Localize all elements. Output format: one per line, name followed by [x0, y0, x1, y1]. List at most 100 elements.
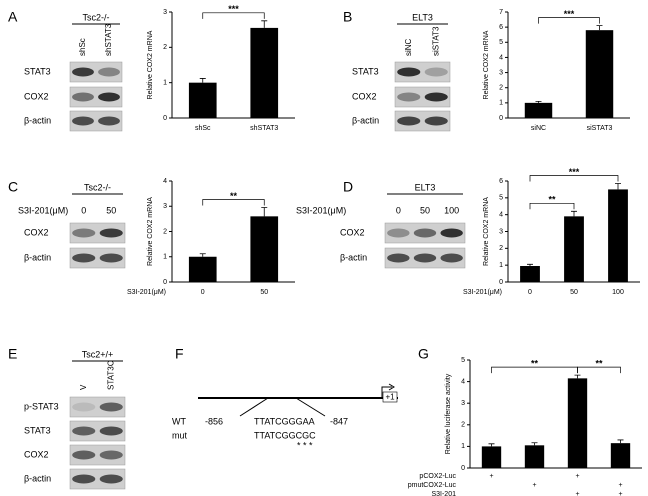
- y-tick-label: 3: [499, 69, 503, 76]
- x-axis-label: S3I-201(μM): [463, 289, 502, 296]
- y-axis-label: Relative luciferase activity: [445, 373, 452, 454]
- y-tick-label: 2: [499, 85, 503, 92]
- x-tick-label: shSTAT3: [250, 125, 278, 132]
- error-bar: [615, 183, 621, 190]
- panel-label: A: [8, 9, 18, 25]
- significance-bracket: [202, 12, 265, 19]
- blot-band: [72, 116, 94, 126]
- blot-band: [99, 426, 123, 436]
- y-tick-label: 6: [499, 24, 503, 31]
- treatment-label: S3I-201(μM): [296, 205, 346, 215]
- blot-band: [72, 426, 96, 436]
- blot-band: [397, 116, 421, 126]
- y-tick-label: 3: [163, 203, 167, 210]
- blot-row-label: STAT3: [24, 425, 51, 435]
- tss-box: [382, 391, 398, 403]
- condition-mark: +: [489, 473, 493, 480]
- bar: [481, 446, 502, 468]
- y-tick-label: 1: [163, 80, 167, 87]
- treatment-label: S3I-201(μM): [18, 205, 68, 215]
- blot-band: [72, 474, 96, 484]
- error-bar: [527, 263, 533, 267]
- blot-row-label: p-STAT3: [24, 401, 59, 411]
- x-tick-label: 50: [570, 289, 578, 296]
- blot-row-label: STAT3: [24, 66, 51, 76]
- x-axis-label: S3I-201(μM): [127, 289, 166, 296]
- tss-arrow: [381, 386, 392, 398]
- condition-label: pmutCOX2-Luc: [408, 482, 457, 489]
- y-tick-label: 5: [461, 357, 465, 364]
- lane-label: STAT3C: [106, 360, 115, 390]
- x-tick-label: siNC: [531, 125, 546, 132]
- y-tick-label: 2: [499, 245, 503, 252]
- blot-band: [72, 67, 94, 77]
- blot-strip: [69, 444, 126, 466]
- mut-sequence: TTATCGGCGC: [254, 430, 316, 440]
- bar: [585, 30, 614, 118]
- significance-bracket: [202, 199, 265, 206]
- y-tick-label: 1: [499, 100, 503, 107]
- y-tick-label: 2: [461, 422, 465, 429]
- y-tick-label: 2: [163, 44, 167, 51]
- y-tick-label: 4: [163, 178, 167, 185]
- blot-band: [99, 474, 123, 484]
- bar: [520, 266, 540, 282]
- panel-label: C: [8, 179, 18, 195]
- significance-label: ***: [564, 9, 575, 19]
- lane-label: 0: [396, 205, 401, 215]
- blot-strip: [69, 110, 123, 132]
- blot-strip: [69, 396, 126, 418]
- blot-band: [72, 253, 96, 263]
- tss-arrowhead: [388, 383, 395, 391]
- y-tick-label: 5: [499, 195, 503, 202]
- y-tick-label: 0: [163, 115, 167, 122]
- blot-strip: [394, 110, 451, 132]
- blot-row-label: β-actin: [24, 473, 51, 483]
- blot-row-label: COX2: [24, 227, 49, 237]
- blot-band: [397, 67, 421, 77]
- x-tick-label: 0: [201, 289, 205, 296]
- y-tick-label: 1: [499, 262, 503, 269]
- error-bar: [574, 374, 581, 379]
- lane-label: V: [79, 384, 88, 390]
- bar: [524, 102, 553, 118]
- blot-row-label: COX2: [340, 227, 365, 237]
- blot-band: [72, 228, 96, 238]
- blot-band: [99, 450, 123, 460]
- error-bar: [571, 210, 577, 217]
- blot-row-label: STAT3: [352, 66, 379, 76]
- significance-bracket: [529, 202, 575, 210]
- blot-header: ELT3: [415, 182, 436, 192]
- blot-strip: [394, 61, 451, 83]
- blot-row-label: COX2: [352, 91, 377, 101]
- blot-band: [99, 253, 123, 263]
- blot-header: Tsc2+/+: [82, 349, 114, 359]
- condition-label: S3I-201: [431, 491, 456, 496]
- error-bar: [535, 100, 542, 103]
- error-bar: [596, 25, 603, 31]
- lane-label: 0: [81, 205, 86, 215]
- blot-band: [387, 253, 410, 263]
- blot-row-label: β-actin: [340, 252, 367, 262]
- blot-band: [72, 402, 96, 412]
- y-tick-label: 0: [163, 279, 167, 286]
- y-tick-label: 1: [461, 443, 465, 450]
- bar: [567, 378, 588, 468]
- y-tick-label: 3: [499, 228, 503, 235]
- condition-mark: +: [618, 491, 622, 496]
- blot-strip: [69, 468, 126, 490]
- blot-band: [99, 402, 123, 412]
- y-tick-label: 1: [163, 254, 167, 261]
- significance-label: **: [595, 358, 603, 368]
- y-tick-label: 5: [499, 39, 503, 46]
- error-bar: [261, 207, 268, 217]
- error-bar: [617, 439, 624, 444]
- blot-band: [440, 253, 463, 263]
- y-tick-label: 4: [499, 212, 503, 219]
- blot-band: [98, 116, 120, 126]
- y-tick-label: 2: [163, 228, 167, 235]
- blot-band: [424, 67, 448, 77]
- condition-mark: +: [575, 473, 579, 480]
- blot-header: ELT3: [412, 12, 433, 22]
